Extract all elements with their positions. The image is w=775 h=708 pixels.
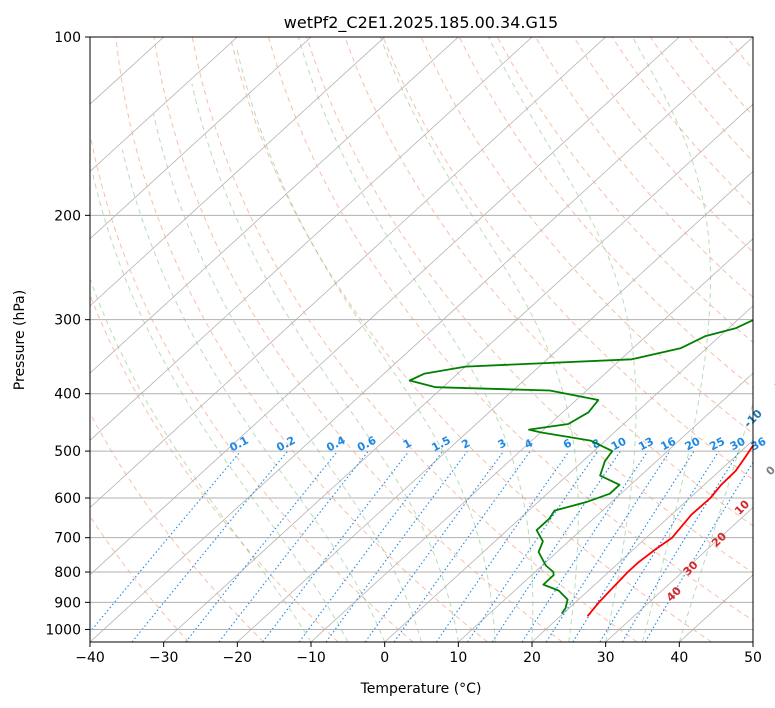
moist-adiabat-line	[297, 37, 534, 642]
moist-adiabat-line	[678, 401, 753, 642]
background-lines	[90, 37, 753, 642]
dry-adiabat-line	[268, 37, 753, 622]
mixing-ratio-line	[262, 450, 410, 642]
y-tick-label: 500	[54, 444, 81, 460]
moist-adiabat-line	[121, 149, 386, 642]
y-axis: 100 200 300 400 500 600 700 800 900 1000	[45, 30, 90, 638]
dry-adiabat-line	[90, 131, 414, 642]
isotherm-line	[605, 507, 753, 642]
x-tick-label: 10	[449, 650, 467, 666]
mixing-ratio-label: 36	[749, 435, 769, 454]
x-tick-label: 40	[670, 650, 688, 666]
x-axis-label: Temperature (°C)	[360, 681, 482, 697]
isotherm-line	[90, 37, 680, 576]
x-tick-label: 30	[597, 650, 615, 666]
mixing-ratio-label: 20	[683, 434, 703, 453]
x-tick-label: 20	[523, 650, 541, 666]
y-tick-label: 900	[54, 595, 81, 611]
moist-adiabat-line	[488, 37, 637, 642]
isotherm-line	[237, 170, 753, 642]
mixing-ratio-label: 30	[728, 435, 748, 454]
isotherm-line	[90, 37, 606, 509]
y-tick-label: 600	[54, 491, 81, 507]
isotherm-line	[458, 372, 753, 642]
isotherm-line	[90, 37, 312, 240]
pressure-gridlines	[90, 37, 753, 630]
mixing-ratio-line	[521, 450, 649, 642]
x-axis: −40 −30 −20 −10 0 10 20 30 40 50	[75, 642, 762, 666]
y-tick-label: 1000	[45, 622, 81, 638]
plot-frame	[89, 36, 754, 643]
y-tick-label: 800	[54, 565, 81, 581]
x-tick-label: −10	[296, 650, 326, 666]
isotherm-line	[384, 305, 753, 642]
moist-adiabat-line	[153, 114, 422, 642]
mixing-ratio-label: 10	[609, 434, 629, 453]
isotherm-line	[90, 37, 459, 374]
isotherm-line	[90, 37, 385, 307]
mixing-ratio-line	[364, 450, 505, 642]
moist-adiabat-line	[236, 49, 496, 642]
temperature-profile	[586, 444, 753, 617]
mixing-ratio-line	[572, 450, 695, 642]
mixing-ratio-label: 16	[658, 435, 678, 454]
x-tick-label: 0	[380, 650, 389, 666]
mixing-ratio-label: 25	[707, 435, 727, 454]
mixing-ratio-label: 13	[636, 435, 656, 454]
dry-adiabat-line	[344, 37, 753, 527]
mixing-ratio-line	[467, 450, 599, 642]
dry-adiabat-label: 0	[763, 463, 775, 478]
dewpoint-profile	[408, 319, 753, 615]
x-tick-label: 50	[744, 650, 762, 666]
dry-adiabat-line	[306, 37, 753, 574]
mixing-ratio-line	[298, 450, 444, 642]
dry-adiabat-line	[115, 37, 488, 642]
dry-adiabat-line	[153, 37, 563, 642]
y-tick-label: 300	[54, 313, 81, 329]
moist-adiabat-line	[380, 37, 579, 642]
x-tick-label: −30	[149, 650, 179, 666]
sounding-profiles	[408, 319, 753, 617]
y-axis-label: Pressure (hPa)	[12, 290, 28, 390]
chart-title: wetPf2_C2E1.2025.185.00.34.G15	[284, 13, 558, 33]
isotherm-line	[163, 103, 753, 642]
mixing-ratio-line	[185, 450, 339, 642]
isotherm-line	[531, 439, 753, 642]
mixing-ratio-line	[621, 450, 740, 642]
y-tick-label: 700	[54, 531, 81, 547]
dry-adiabat-label: -20	[770, 366, 775, 389]
mixing-ratio-line	[435, 450, 570, 642]
moist-adiabat-line	[90, 277, 312, 642]
mixing-ratio-line	[90, 450, 242, 633]
dry-adiabat-line	[90, 293, 339, 642]
x-tick-label: −20	[223, 650, 253, 666]
dry-adiabat-line	[90, 412, 264, 642]
dry-adiabat-line	[191, 37, 638, 642]
isotherm-line	[90, 37, 238, 172]
mixing-ratio-line	[325, 450, 468, 642]
dry-adiabat-line	[229, 37, 712, 642]
isotherm-line	[90, 37, 533, 441]
y-tick-label: 400	[54, 387, 81, 403]
y-tick-label: 100	[54, 30, 81, 46]
mixing-ratio-line	[393, 450, 531, 642]
isotherm-line	[310, 238, 753, 642]
mixing-ratio-line	[545, 450, 671, 642]
dry-adiabat-line	[458, 37, 753, 389]
x-tick-label: −40	[75, 650, 105, 666]
dry-adiabat-line	[90, 515, 190, 642]
dry-adiabat-line	[496, 37, 753, 344]
mixing-ratio-line	[491, 450, 621, 642]
isotherm-line	[90, 37, 753, 642]
mixing-ratio-line	[131, 450, 289, 642]
y-tick-label: 200	[54, 208, 81, 224]
